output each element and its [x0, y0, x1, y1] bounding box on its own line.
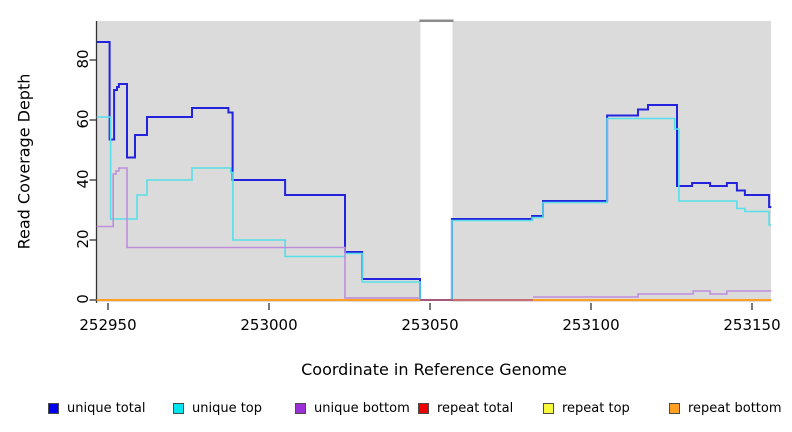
legend-item-repeat-bottom: repeat bottom	[669, 398, 782, 418]
x-axis-title: Coordinate in Reference Genome	[301, 360, 567, 379]
legend-label: unique top	[192, 400, 263, 416]
y-tick-label: 20	[74, 229, 92, 249]
legend-swatch-icon	[669, 402, 680, 414]
legend-swatch-icon	[295, 402, 306, 414]
x-tick-label: 252950	[79, 316, 137, 334]
legend-item-unique-top: unique top	[173, 398, 262, 418]
legend-item-repeat-total: repeat total	[418, 398, 513, 418]
y-tick-label: 40	[74, 169, 92, 189]
coverage-gap-region	[420, 21, 453, 302]
x-tick-label: 253100	[562, 316, 620, 334]
series-line-unique-bottom	[96, 167, 420, 299]
legend-swatch-icon	[418, 402, 429, 414]
legend-label: repeat top	[562, 400, 630, 416]
x-tick-label: 253050	[401, 316, 459, 334]
x-tick-label: 253150	[723, 316, 781, 334]
legend-swatch-icon	[543, 402, 554, 414]
series-line-unique-bottom	[533, 290, 772, 298]
legend-item-unique-bottom: unique bottom	[295, 398, 410, 418]
legend-label: unique total	[67, 400, 146, 416]
y-axis-title: Read Coverage Depth	[14, 73, 34, 250]
gap-top-cap	[419, 19, 454, 22]
y-tick-label: 80	[74, 49, 92, 69]
legend-swatch-icon	[48, 402, 59, 414]
legend-item-repeat-top: repeat top	[543, 398, 630, 418]
y-tick-label: 60	[74, 109, 92, 129]
series-line-unique-top	[96, 116, 772, 301]
legend-item-unique-total: unique total	[48, 398, 145, 418]
legend-label: repeat bottom	[688, 400, 782, 416]
legend-label: repeat total	[437, 400, 514, 416]
x-tick-label: 253000	[240, 316, 298, 334]
legend-swatch-icon	[173, 402, 184, 414]
axes	[89, 21, 753, 310]
legend: unique total unique top unique bottom repea…	[0, 398, 792, 422]
coverage-step-lines	[96, 41, 772, 301]
y-tick-label: 0	[74, 294, 92, 304]
legend-label: unique bottom	[314, 400, 410, 416]
